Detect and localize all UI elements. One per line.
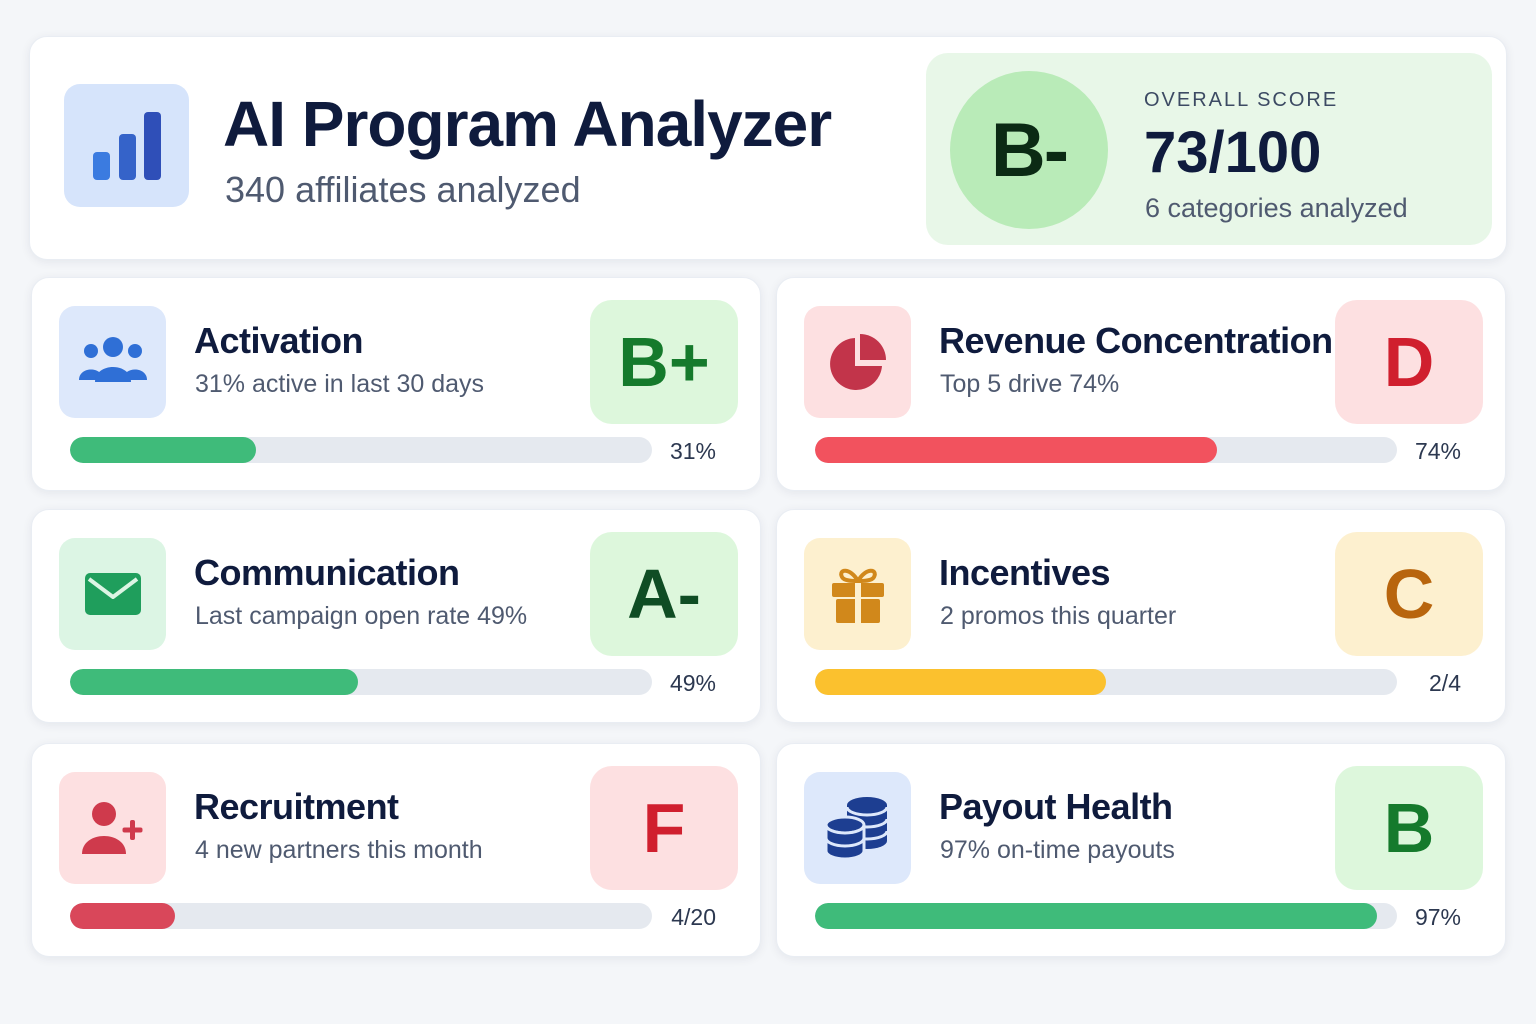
overall-score-panel: B- OVERALL SCORE 73/100 6 categories ana…: [926, 53, 1492, 245]
page-subtitle: 340 affiliates analyzed: [225, 169, 581, 210]
category-title: Revenue Concentration: [939, 320, 1333, 361]
pie-chart-icon: [804, 306, 911, 418]
progress-value: 4/20: [671, 904, 716, 930]
progress-value: 97%: [1414, 904, 1461, 930]
category-title: Incentives: [939, 552, 1111, 593]
grade-badge: D: [1335, 300, 1483, 424]
category-card-payout-health[interactable]: Payout Health 97% on-time payouts B 97%: [776, 743, 1506, 957]
overall-score-label: OVERALL SCORE: [1144, 89, 1339, 111]
category-description: 2 promos this quarter: [940, 602, 1177, 630]
progress-value: 2/4: [1429, 670, 1461, 696]
category-card-incentives[interactable]: Incentives 2 promos this quarter C 2/4: [776, 509, 1506, 723]
category-description: 97% on-time payouts: [940, 836, 1175, 864]
grade-badge: A-: [590, 532, 738, 656]
category-title: Activation: [194, 320, 364, 361]
progress-track: [815, 437, 1397, 463]
category-card-communication[interactable]: Communication Last campaign open rate 49…: [31, 509, 761, 723]
progress-value: 49%: [669, 670, 716, 696]
grade-badge: C: [1335, 532, 1483, 656]
users-icon: [59, 306, 166, 418]
add-user-icon: [59, 772, 166, 884]
category-description: 31% active in last 30 days: [195, 370, 485, 398]
overall-grade-badge: B-: [950, 71, 1108, 229]
progress-fill: [70, 903, 175, 929]
progress-fill: [815, 669, 1106, 695]
progress-fill: [815, 903, 1377, 929]
category-title: Payout Health: [939, 786, 1173, 827]
header-card: AI Program Analyzer 340 affiliates analy…: [29, 36, 1507, 260]
grade-badge: B: [1335, 766, 1483, 890]
progress-track: [815, 669, 1397, 695]
category-card-recruitment[interactable]: Recruitment 4 new partners this month F …: [31, 743, 761, 957]
category-description: Top 5 drive 74%: [940, 370, 1120, 398]
overall-score-value: 73/100: [1144, 120, 1322, 185]
gift-icon: [804, 538, 911, 650]
progress-value: 74%: [1414, 438, 1461, 464]
category-title: Recruitment: [194, 786, 399, 827]
grade-badge: B+: [590, 300, 738, 424]
progress-track: [70, 437, 652, 463]
category-card-activation[interactable]: Activation 31% active in last 30 days B+…: [31, 277, 761, 491]
bar-chart-icon: [64, 84, 189, 207]
page-title: AI Program Analyzer: [223, 88, 832, 160]
progress-track: [815, 903, 1397, 929]
progress-fill: [70, 437, 257, 463]
progress-fill: [70, 669, 359, 695]
overall-score-note: 6 categories analyzed: [1145, 193, 1408, 223]
envelope-icon: [59, 538, 166, 650]
coins-icon: [804, 772, 911, 884]
progress-track: [70, 903, 652, 929]
category-description: Last campaign open rate 49%: [195, 602, 528, 630]
category-description: 4 new partners this month: [195, 836, 483, 864]
grade-badge: F: [590, 766, 738, 890]
progress-value: 31%: [669, 438, 716, 464]
progress-fill: [815, 437, 1217, 463]
category-card-revenue-concentration[interactable]: Revenue Concentration Top 5 drive 74% D …: [776, 277, 1506, 491]
category-title: Communication: [194, 552, 460, 593]
progress-track: [70, 669, 652, 695]
